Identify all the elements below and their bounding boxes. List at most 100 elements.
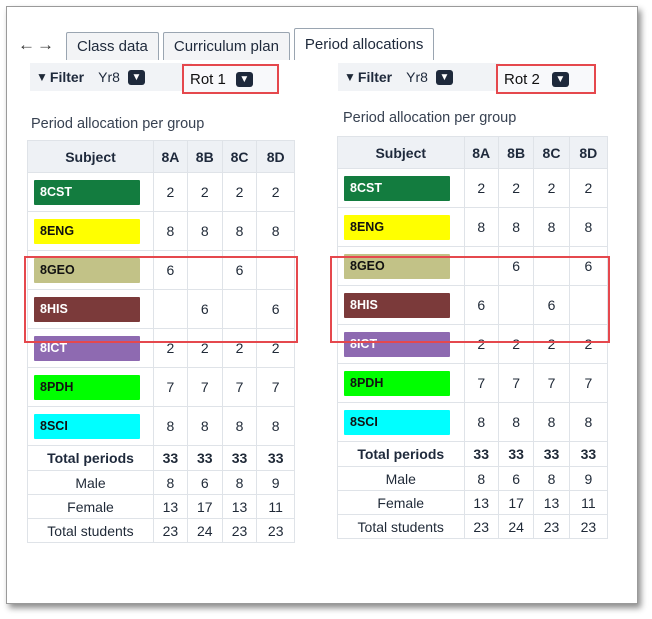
period-cell[interactable]: 7 xyxy=(186,367,223,407)
totals-row: Total periods 33 33 33 33 xyxy=(27,445,295,471)
period-cell[interactable]: 2 xyxy=(221,172,258,212)
period-cell[interactable]: 6 xyxy=(568,246,609,286)
chevron-down-icon[interactable]: ▼ xyxy=(235,71,253,87)
subject-column-header[interactable]: Subject xyxy=(27,140,154,173)
arrow-right-icon[interactable]: → xyxy=(37,35,56,54)
period-cell[interactable] xyxy=(153,289,188,329)
subject-chip[interactable]: 8ICT xyxy=(34,335,140,361)
period-cell[interactable]: 2 xyxy=(533,168,570,208)
period-cell[interactable] xyxy=(256,250,295,290)
period-cell[interactable] xyxy=(568,285,609,325)
group-column-header[interactable]: 8B xyxy=(186,140,223,173)
arrow-left-icon[interactable]: ← xyxy=(18,35,37,54)
period-cell[interactable]: 8 xyxy=(186,406,223,446)
right-filter-button[interactable]: Filter xyxy=(357,69,393,85)
period-cell[interactable]: 8 xyxy=(533,402,570,442)
group-column-header[interactable]: 8C xyxy=(533,136,570,169)
period-cell[interactable]: 8 xyxy=(463,207,499,247)
period-cell[interactable]: 8 xyxy=(153,406,188,446)
period-cell[interactable]: 8 xyxy=(497,402,535,442)
subject-chip[interactable]: 8HIS xyxy=(344,292,450,318)
period-cell[interactable] xyxy=(497,285,535,325)
period-cell[interactable]: 8 xyxy=(186,211,223,251)
period-cell[interactable]: 8 xyxy=(533,207,570,247)
left-filter-button[interactable]: Filter xyxy=(49,69,85,85)
subject-chip[interactable]: 8GEO xyxy=(344,253,450,279)
period-cell[interactable]: 6 xyxy=(256,289,295,329)
subject-chip[interactable]: 8SCI xyxy=(34,413,140,439)
table-header-row: Subject 8A 8B 8C 8D xyxy=(337,136,609,169)
group-column-header[interactable]: 8D xyxy=(256,140,295,173)
right-allocation-table: Subject 8A 8B 8C 8D 8CST 2 2 2 2 8ENG 8 8 8 8 8GEO 6 6 8HI… xyxy=(337,136,609,539)
period-cell[interactable] xyxy=(533,246,570,286)
right-year-select[interactable]: Yr8 xyxy=(406,69,428,85)
subject-chip[interactable]: 8SCI xyxy=(344,409,450,435)
subject-chip[interactable]: 8ICT xyxy=(344,331,450,357)
period-cell[interactable] xyxy=(463,246,499,286)
period-cell[interactable]: 8 xyxy=(568,207,609,247)
period-cell[interactable]: 7 xyxy=(497,363,535,403)
subject-chip[interactable]: 8CST xyxy=(344,175,450,201)
period-cell[interactable]: 7 xyxy=(153,367,188,407)
left-year-select[interactable]: Yr8 xyxy=(98,69,120,85)
group-column-header[interactable]: 8C xyxy=(221,140,258,173)
period-cell[interactable] xyxy=(221,289,258,329)
period-cell[interactable]: 2 xyxy=(568,324,609,364)
tab-class-data[interactable]: Class data xyxy=(66,32,159,60)
period-cell[interactable]: 2 xyxy=(153,328,188,368)
period-cell[interactable]: 8 xyxy=(221,211,258,251)
tab-period-allocations[interactable]: Period allocations xyxy=(293,28,435,60)
period-cell[interactable]: 7 xyxy=(568,363,609,403)
period-cell[interactable]: 8 xyxy=(256,211,295,251)
period-cell[interactable]: 8 xyxy=(497,207,535,247)
period-cell[interactable]: 2 xyxy=(568,168,609,208)
period-cell[interactable]: 7 xyxy=(463,363,499,403)
period-cell[interactable]: 7 xyxy=(221,367,258,407)
chevron-down-icon[interactable]: ▼ xyxy=(551,71,569,87)
right-rotation-select[interactable]: Rot 2 ▼ xyxy=(496,64,596,94)
subject-chip[interactable]: 8CST xyxy=(34,179,140,205)
period-cell[interactable] xyxy=(186,250,223,290)
group-column-header[interactable]: 8D xyxy=(568,136,609,169)
period-cell[interactable]: 8 xyxy=(221,406,258,446)
subject-cell: 8PDH xyxy=(27,367,154,407)
period-cell[interactable]: 2 xyxy=(153,172,188,212)
period-cell[interactable]: 6 xyxy=(497,246,535,286)
subject-chip[interactable]: 8GEO xyxy=(34,257,140,283)
period-cell[interactable]: 7 xyxy=(533,363,570,403)
period-cell[interactable]: 6 xyxy=(186,289,223,329)
period-cell[interactable]: 8 xyxy=(256,406,295,446)
period-cell[interactable]: 6 xyxy=(463,285,499,325)
period-cell[interactable]: 2 xyxy=(463,324,499,364)
subject-chip[interactable]: 8HIS xyxy=(34,296,140,322)
period-cell[interactable]: 8 xyxy=(568,402,609,442)
period-cell[interactable]: 2 xyxy=(256,172,295,212)
period-cell[interactable]: 2 xyxy=(256,328,295,368)
period-cell[interactable]: 2 xyxy=(497,324,535,364)
left-panel-title: Period allocation per group xyxy=(31,116,205,132)
subject-chip[interactable]: 8ENG xyxy=(344,214,450,240)
period-cell[interactable]: 2 xyxy=(186,328,223,368)
subject-chip[interactable]: 8PDH xyxy=(344,370,450,396)
period-cell[interactable]: 2 xyxy=(186,172,223,212)
period-cell[interactable]: 2 xyxy=(221,328,258,368)
period-cell[interactable]: 2 xyxy=(497,168,535,208)
period-cell[interactable]: 2 xyxy=(533,324,570,364)
period-cell[interactable]: 7 xyxy=(256,367,295,407)
chevron-down-icon[interactable]: ▼ xyxy=(127,69,145,85)
subject-column-header[interactable]: Subject xyxy=(337,136,465,169)
group-column-header[interactable]: 8B xyxy=(497,136,535,169)
period-cell[interactable]: 8 xyxy=(463,402,499,442)
period-cell[interactable]: 8 xyxy=(153,211,188,251)
subject-chip[interactable]: 8PDH xyxy=(34,374,140,400)
subject-chip[interactable]: 8ENG xyxy=(34,218,140,244)
period-cell[interactable]: 6 xyxy=(221,250,258,290)
period-cell[interactable]: 2 xyxy=(463,168,499,208)
group-column-header[interactable]: 8A xyxy=(153,140,188,173)
left-rotation-select[interactable]: Rot 1 ▼ xyxy=(182,64,279,94)
period-cell[interactable]: 6 xyxy=(153,250,188,290)
chevron-down-icon[interactable]: ▼ xyxy=(435,69,453,85)
tab-curriculum-plan[interactable]: Curriculum plan xyxy=(162,32,290,60)
period-cell[interactable]: 6 xyxy=(533,285,570,325)
group-column-header[interactable]: 8A xyxy=(463,136,499,169)
